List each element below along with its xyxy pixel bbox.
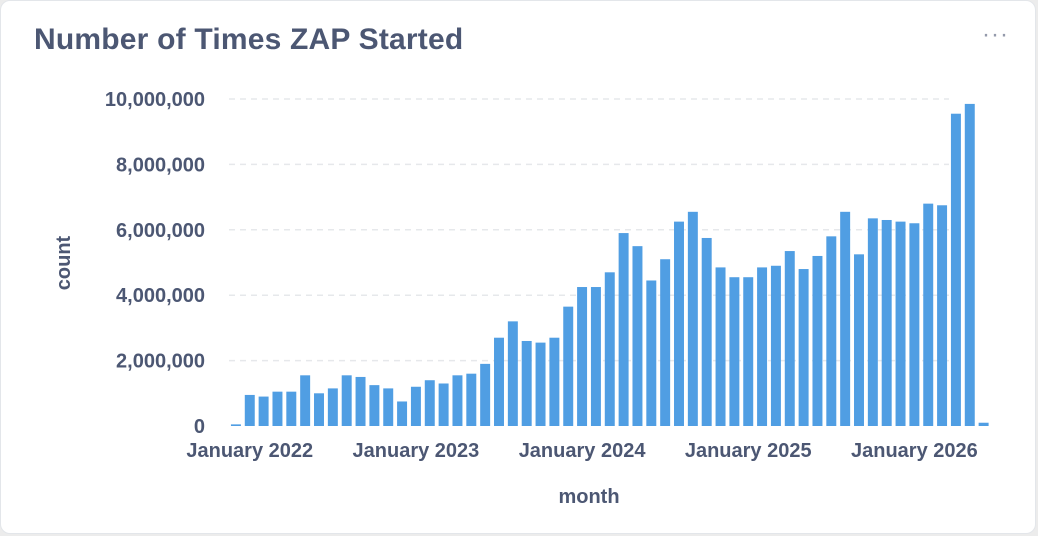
bar-2023-11[interactable] xyxy=(549,337,560,426)
bar-2025-07[interactable] xyxy=(826,236,837,426)
bar-2023-10[interactable] xyxy=(535,342,546,426)
bar-2022-10[interactable] xyxy=(369,385,380,426)
bar-2023-02[interactable] xyxy=(424,380,435,426)
bar-2022-12[interactable] xyxy=(397,401,408,426)
y-tick-label: 10,000,000 xyxy=(105,89,205,111)
bar-2024-02[interactable] xyxy=(590,287,601,426)
bar-2025-11[interactable] xyxy=(881,219,892,426)
bar-undefined[interactable] xyxy=(978,422,989,426)
bar-2026-01[interactable] xyxy=(909,223,920,426)
bar-2023-01[interactable] xyxy=(410,386,421,426)
bar-2022-07[interactable] xyxy=(327,388,338,426)
bar-2024-12[interactable] xyxy=(729,277,740,426)
bar-2022-05[interactable] xyxy=(300,375,311,426)
x-tick-label: January 2024 xyxy=(519,440,647,462)
bar-2025-05[interactable] xyxy=(798,269,809,426)
y-tick-label: 4,000,000 xyxy=(116,285,205,307)
bar-2024-07[interactable] xyxy=(660,259,671,426)
bar-2024-08[interactable] xyxy=(674,221,684,426)
bar-2024-01[interactable] xyxy=(577,287,588,426)
x-axis-ticks: January 2022 January 2023 January 2024 Janu… xyxy=(186,440,977,462)
bar-2023-08[interactable] xyxy=(507,321,518,426)
y-tick-label: 2,000,000 xyxy=(116,351,205,373)
y-axis-ticks: 0 2,000,000 4,000,000 6,000,000 8,000,000 10,… xyxy=(105,89,205,438)
bar-2022-01[interactable] xyxy=(244,394,255,426)
more-options-icon[interactable]: ··· xyxy=(982,21,1009,48)
bar-undefined[interactable] xyxy=(950,113,961,426)
bar-2024-09[interactable] xyxy=(687,211,698,426)
bar-2025-01[interactable] xyxy=(743,277,754,426)
x-tick-label: January 2025 xyxy=(685,440,812,462)
bar-2023-05[interactable] xyxy=(466,373,477,426)
y-tick-label: 8,000,000 xyxy=(116,154,205,176)
bar-2023-12[interactable] xyxy=(563,306,574,426)
y-tick-label: 6,000,000 xyxy=(116,220,205,242)
bar-2023-06[interactable] xyxy=(480,363,491,426)
bar-2024-03[interactable] xyxy=(604,272,615,426)
chart-title: Number of Times ZAP Started xyxy=(34,23,464,56)
bar-2022-03[interactable] xyxy=(272,391,283,426)
bar-2026-03[interactable] xyxy=(937,205,948,426)
x-tick-label: January 2026 xyxy=(851,440,978,462)
bar-2022-11[interactable] xyxy=(383,388,394,426)
bar-2025-03[interactable] xyxy=(770,265,781,426)
x-tick-label: January 2023 xyxy=(353,440,480,462)
bar-2022-09[interactable] xyxy=(355,376,366,426)
bar-2025-12[interactable] xyxy=(895,221,906,426)
bar-2025-04[interactable] xyxy=(784,251,795,426)
bar-2023-07[interactable] xyxy=(494,337,504,426)
bar-2022-06[interactable] xyxy=(314,393,324,426)
bar-2025-06[interactable] xyxy=(812,255,823,426)
bar-2024-10[interactable] xyxy=(701,237,712,426)
bar-2025-09[interactable] xyxy=(854,254,864,426)
bar-2022-04[interactable] xyxy=(286,391,297,426)
x-tick-label: January 2022 xyxy=(186,440,313,462)
bar-2022-02[interactable] xyxy=(258,396,269,426)
bar-undefined[interactable] xyxy=(964,103,975,426)
bar-2022-08[interactable] xyxy=(341,375,352,426)
bar-2024-11[interactable] xyxy=(715,267,726,426)
y-tick-label: 0 xyxy=(194,416,205,438)
bar-2021-12[interactable] xyxy=(230,424,241,426)
y-axis-label: count xyxy=(53,235,75,290)
bar-2023-03[interactable] xyxy=(438,383,449,426)
bar-2023-09[interactable] xyxy=(521,340,532,426)
bar-2025-02[interactable] xyxy=(757,267,768,426)
bar-2025-10[interactable] xyxy=(867,218,878,426)
bars xyxy=(230,103,989,426)
bar-2024-06[interactable] xyxy=(646,280,657,426)
bar-2026-02[interactable] xyxy=(923,203,934,426)
x-axis-label: month xyxy=(558,486,619,508)
bar-2024-05[interactable] xyxy=(632,246,643,426)
bar-2025-08[interactable] xyxy=(840,211,851,426)
bar-2024-04[interactable] xyxy=(618,233,629,426)
bar-2023-04[interactable] xyxy=(452,375,463,426)
